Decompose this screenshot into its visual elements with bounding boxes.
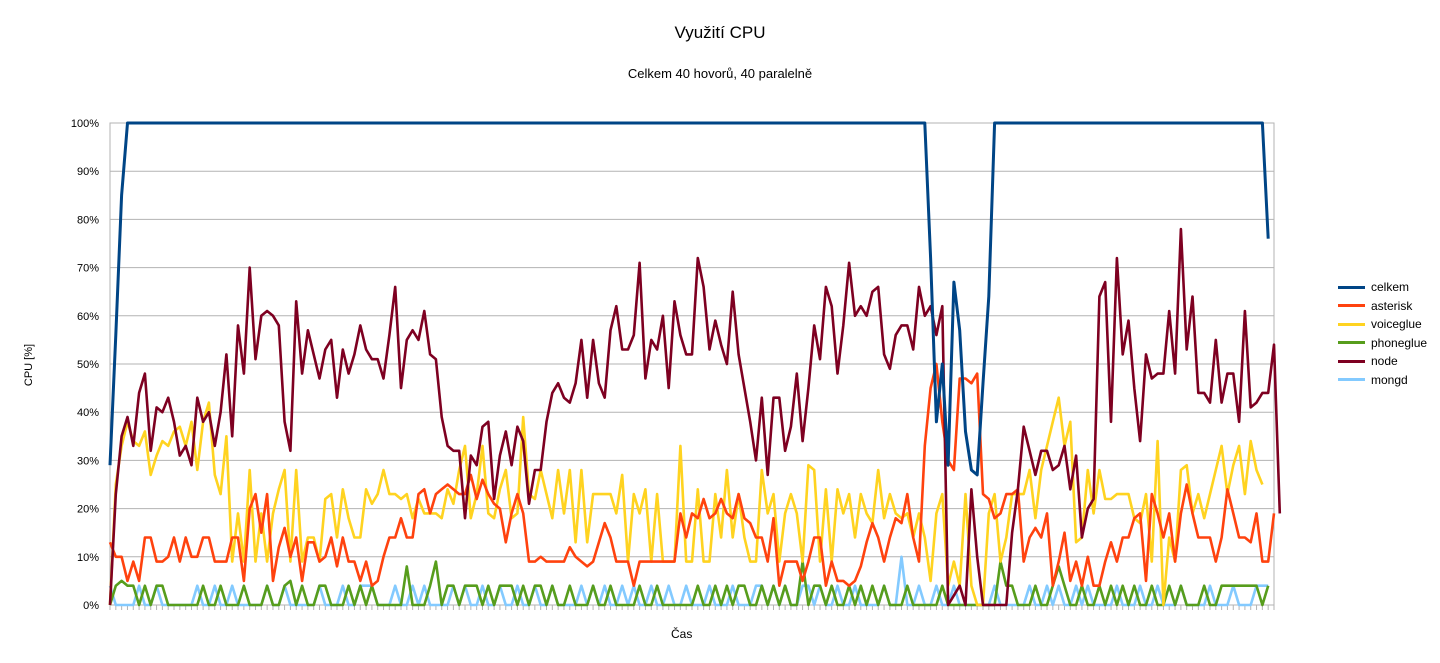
series-line-node: [108, 227, 1282, 607]
y-tick-label: 90%: [77, 166, 99, 178]
legend-label: mongd: [1371, 372, 1408, 387]
series-line-voiceglue: [108, 396, 1264, 607]
y-tick-label: 70%: [77, 263, 99, 275]
legend-item-asterisk: asterisk: [1338, 297, 1427, 316]
y-tick-label: 50%: [77, 359, 99, 371]
y-tick-label: 60%: [77, 311, 99, 323]
legend-swatch: [1338, 322, 1365, 326]
y-tick-label: 100%: [71, 118, 99, 130]
legend-label: celkem: [1371, 280, 1410, 295]
series-line-celkem: [108, 121, 1270, 477]
chart-title: Využití CPU: [674, 23, 766, 42]
y-tick-label: 40%: [77, 407, 99, 419]
legend-label: asterisk: [1371, 298, 1413, 313]
legend-swatch: [1338, 378, 1365, 382]
series-line-mongd: [108, 555, 1269, 607]
x-axis-label: Čas: [671, 627, 693, 641]
legend-item-mongd: mongd: [1338, 371, 1427, 390]
legend-item-node: node: [1338, 352, 1427, 371]
legend-item-phoneglue: phoneglue: [1338, 334, 1427, 353]
legend-swatch: [1338, 285, 1365, 289]
legend-swatch: [1338, 341, 1365, 345]
y-tick-label: 10%: [77, 552, 99, 564]
legend-label: phoneglue: [1371, 335, 1428, 350]
y-tick-label: 30%: [77, 455, 99, 467]
legend-label: voiceglue: [1371, 317, 1422, 332]
chart-subtitle: Celkem 40 hovorů, 40 paralelně: [627, 66, 813, 81]
y-tick-label: 80%: [77, 214, 99, 226]
series-line-asterisk: [108, 362, 1276, 587]
y-tick-label: 0%: [83, 600, 99, 612]
legend-item-voiceglue: voiceglue: [1338, 315, 1427, 334]
legend-swatch: [1338, 359, 1365, 363]
legend-swatch: [1338, 304, 1365, 308]
y-tick-label: 20%: [77, 504, 99, 516]
legend-item-celkem: celkem: [1338, 278, 1427, 297]
legend: celkem asterisk voiceglue phoneglue node mong…: [1338, 278, 1427, 389]
series-line-phoneglue: [108, 560, 1270, 607]
legend-label: node: [1371, 354, 1398, 369]
